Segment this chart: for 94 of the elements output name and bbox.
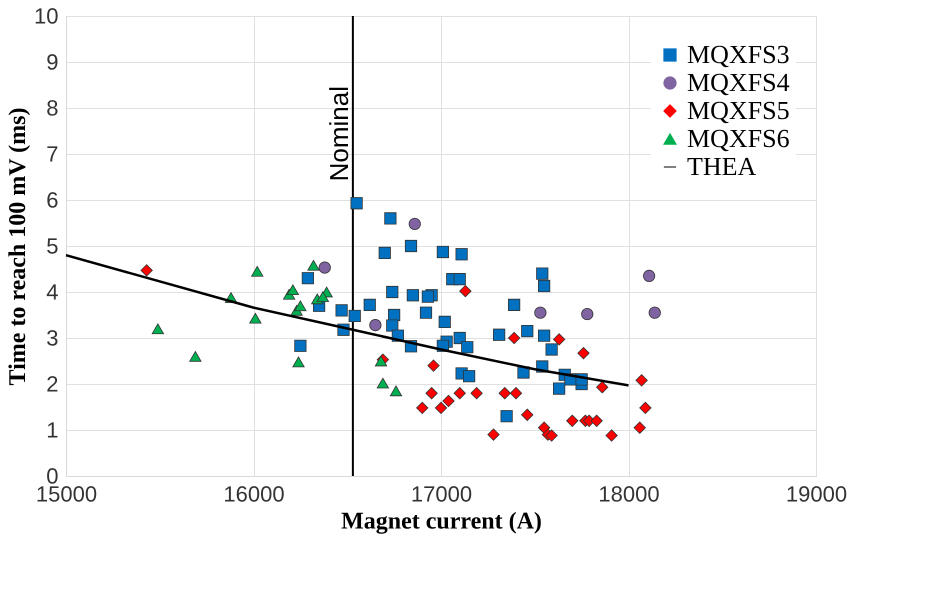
point	[292, 356, 305, 368]
point	[422, 290, 434, 303]
x-tick-label: 16000	[223, 482, 285, 506]
y-tick-label: 9	[46, 50, 58, 74]
point	[369, 319, 382, 332]
point	[498, 387, 511, 400]
point	[553, 382, 566, 395]
point	[546, 429, 558, 442]
point	[590, 414, 603, 427]
point	[140, 264, 153, 276]
point	[316, 291, 329, 302]
y-tick-label: 6	[46, 188, 58, 212]
point	[434, 402, 448, 414]
point	[536, 268, 548, 280]
point	[438, 316, 451, 328]
legend-label: MQXFS6	[687, 124, 790, 153]
point	[634, 422, 646, 434]
point	[390, 386, 402, 396]
ref-line-label: Nominal	[324, 86, 354, 182]
point	[521, 408, 534, 421]
legend-label: MQXFS3	[687, 40, 790, 69]
point	[643, 270, 656, 282]
point	[546, 343, 558, 356]
point	[456, 248, 468, 260]
point	[302, 272, 314, 284]
point	[426, 387, 438, 400]
point	[348, 310, 361, 322]
point	[577, 347, 590, 360]
point	[508, 298, 520, 311]
point	[538, 330, 550, 342]
point	[386, 286, 398, 298]
point	[152, 323, 164, 334]
point	[463, 370, 476, 382]
y-tick-label: 7	[46, 142, 58, 166]
point	[350, 197, 363, 210]
point	[386, 319, 398, 332]
point	[420, 306, 432, 319]
y-tick-label: 4	[46, 280, 58, 304]
point	[406, 289, 419, 302]
point	[189, 351, 202, 362]
point	[427, 360, 440, 372]
point	[566, 414, 578, 427]
point	[500, 410, 513, 422]
point	[376, 378, 389, 388]
y-tick-label: 1	[46, 418, 58, 442]
point	[307, 260, 320, 271]
point	[364, 298, 376, 311]
y-axis-title: Time to reach 100 mV (ms)	[5, 108, 32, 386]
point	[459, 284, 472, 298]
point	[384, 212, 396, 224]
point	[648, 306, 661, 319]
point	[294, 340, 306, 352]
y-tick-label: 5	[46, 234, 58, 258]
point	[508, 332, 520, 344]
point	[553, 333, 566, 346]
point	[404, 240, 418, 252]
point	[639, 402, 652, 414]
point	[581, 308, 594, 320]
legend-label: MQXFS4	[687, 68, 790, 97]
point	[487, 428, 500, 441]
point	[596, 381, 608, 394]
point	[470, 387, 483, 400]
point	[454, 273, 466, 286]
point	[318, 262, 331, 274]
point	[606, 429, 618, 442]
x-tick-label: 18000	[598, 482, 660, 506]
point	[454, 332, 466, 344]
y-tick-label: 3	[46, 326, 58, 350]
point	[249, 312, 262, 324]
point	[416, 402, 428, 414]
point	[521, 325, 534, 338]
point	[636, 374, 648, 386]
point	[442, 394, 455, 408]
point	[454, 387, 466, 400]
point	[510, 387, 522, 400]
point	[286, 284, 299, 296]
x-tick-label: 19000	[786, 482, 848, 506]
x-tick-label: 17000	[410, 482, 472, 506]
point	[378, 246, 391, 259]
point	[538, 280, 550, 292]
point	[436, 246, 449, 258]
y-tick-label: 2	[46, 372, 58, 396]
legend-label: MQXFS5	[687, 96, 790, 125]
point	[336, 304, 348, 316]
point	[534, 306, 546, 319]
y-tick-label: 10	[34, 4, 58, 28]
y-tick-label: 8	[46, 96, 58, 120]
point	[294, 300, 306, 312]
point	[493, 328, 506, 341]
x-axis-title: Magnet current (A)	[341, 508, 542, 534]
point	[408, 218, 421, 230]
legend-label: THEA	[687, 152, 757, 181]
point	[251, 266, 264, 277]
point	[461, 341, 474, 354]
